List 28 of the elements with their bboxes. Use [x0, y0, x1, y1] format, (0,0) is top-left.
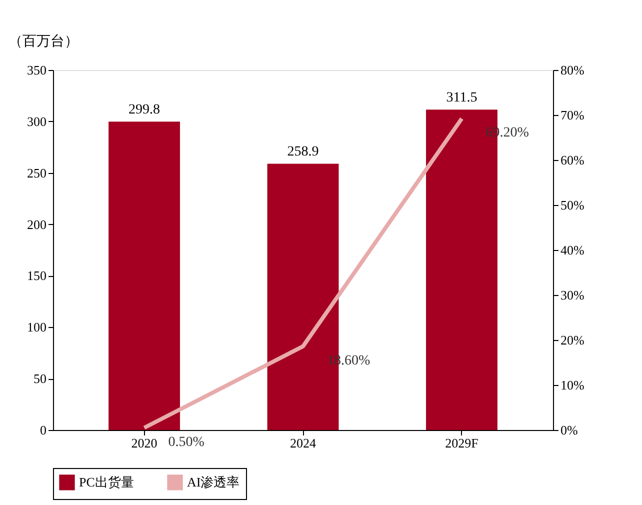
y2-tick-label: 10% [560, 378, 584, 392]
y-tick-label: 350 [27, 62, 46, 78]
bar [108, 122, 180, 430]
y-tick-label: 100 [27, 320, 46, 335]
y-tick-label: 250 [27, 165, 46, 180]
y2-tick-label: 50% [560, 198, 584, 212]
y-tick-label: 50 [34, 371, 46, 386]
y2-tick-label: 20% [560, 332, 584, 348]
data-label: 299.8 [128, 102, 160, 118]
y2-tick-label: 60% [560, 152, 584, 168]
legend-label: AI渗透率 [187, 474, 240, 490]
y2-tick-label: 30% [560, 288, 584, 302]
legend-label: PC出货量 [79, 474, 134, 490]
y2-tick-label: 80% [560, 62, 584, 78]
x-tick-label: 2024 [290, 436, 316, 450]
y2-tick-label: 0% [560, 422, 578, 438]
x-tick-label: 2029F [445, 436, 478, 450]
y-axis-title: （百万台） [8, 34, 78, 50]
y-tick-label: 300 [27, 114, 46, 129]
x-tick-label: 2020 [131, 436, 158, 450]
data-label: 311.5 [446, 90, 478, 106]
y-tick-label: 200 [27, 216, 46, 232]
y-tick-label: 0 [40, 422, 46, 438]
y2-tick-label: 70% [560, 108, 584, 122]
data-label: 258.9 [287, 144, 319, 160]
y-tick-label: 150 [27, 268, 46, 284]
y2-tick-label: 40% [560, 242, 584, 258]
data-label: 0.50% [168, 434, 205, 450]
